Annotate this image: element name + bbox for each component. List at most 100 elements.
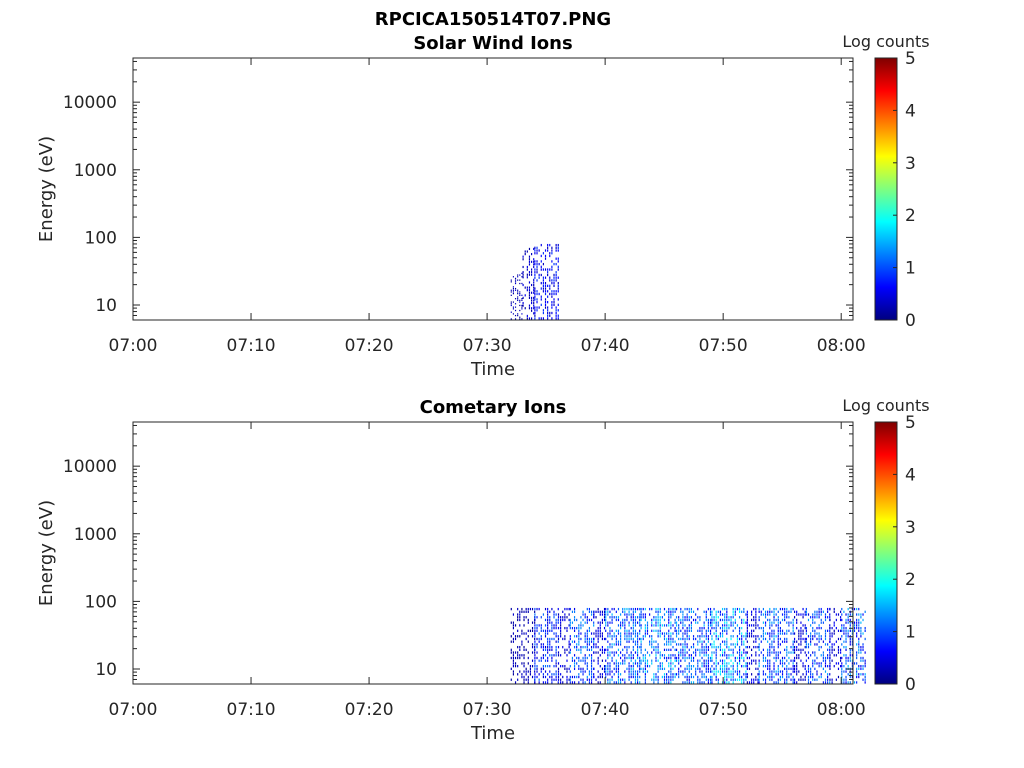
spectrogram-cell bbox=[726, 681, 728, 684]
spectrogram-cell bbox=[764, 637, 767, 641]
spectrogram-cell bbox=[860, 667, 862, 671]
spectrogram-cell bbox=[547, 618, 549, 622]
spectrogram-cell bbox=[538, 659, 540, 662]
spectrogram-cell bbox=[709, 618, 712, 622]
spectrogram-cell bbox=[726, 626, 728, 630]
spectrogram-cell bbox=[705, 670, 707, 673]
spectrogram-cell bbox=[544, 300, 547, 304]
spectrogram-cell bbox=[847, 621, 849, 624]
spectrogram-cell bbox=[536, 309, 538, 312]
spectrogram-cell bbox=[792, 659, 794, 662]
spectrogram-cell bbox=[807, 675, 810, 679]
spectrogram-cell bbox=[792, 618, 794, 622]
spectrogram-cell bbox=[555, 654, 557, 657]
spectrogram-cell bbox=[634, 629, 637, 632]
spectrogram-cell bbox=[607, 610, 609, 613]
spectrogram-cell bbox=[845, 659, 847, 662]
spectrogram-cell bbox=[536, 651, 538, 654]
spectrogram-cell bbox=[807, 670, 810, 673]
spectrogram-cell bbox=[547, 681, 549, 684]
spectrogram-cell bbox=[642, 667, 644, 671]
spectrogram-cell bbox=[767, 632, 769, 635]
spectrogram-cell bbox=[584, 635, 586, 638]
spectrogram-cell bbox=[642, 670, 644, 673]
spectrogram-cell bbox=[847, 613, 849, 616]
spectrogram-cell bbox=[856, 667, 858, 671]
spectrogram-cell bbox=[542, 311, 544, 315]
spectrogram-cell bbox=[732, 675, 734, 679]
spectrogram-cell bbox=[849, 648, 851, 652]
spectrogram-cell bbox=[845, 626, 847, 630]
spectrogram-cell bbox=[831, 651, 833, 654]
spectrogram-cell bbox=[786, 675, 788, 679]
spectrogram-cell bbox=[651, 645, 653, 649]
spectrogram-cell bbox=[534, 268, 536, 271]
spectrogram-cell bbox=[659, 621, 661, 624]
spectrogram-cell bbox=[843, 645, 845, 649]
spectrogram-cell bbox=[732, 681, 734, 684]
spectrogram-cell bbox=[644, 681, 646, 684]
spectrogram-cell bbox=[764, 659, 767, 662]
spectrogram-cell bbox=[751, 654, 753, 657]
spectrogram-cell bbox=[732, 662, 734, 665]
spectrogram-cell bbox=[680, 607, 682, 611]
spectrogram-cell bbox=[707, 618, 709, 622]
spectrogram-cell bbox=[549, 675, 551, 679]
spectrogram-cell bbox=[684, 643, 686, 646]
spectrogram-cell bbox=[525, 637, 527, 641]
spectrogram-cell bbox=[615, 662, 617, 665]
spectrogram-cell bbox=[719, 648, 722, 652]
spectrogram-cell bbox=[686, 618, 688, 622]
spectrogram-cell bbox=[649, 643, 651, 646]
spectrogram-cell bbox=[713, 621, 715, 624]
spectrogram-cell bbox=[726, 654, 728, 657]
spectrogram-cell bbox=[640, 618, 642, 622]
spectrogram-cell bbox=[540, 268, 542, 271]
spectrogram-cell bbox=[601, 659, 603, 662]
spectrogram-cell bbox=[566, 670, 568, 673]
spectrogram-cell bbox=[586, 616, 588, 619]
spectrogram-cell bbox=[717, 678, 719, 681]
spectrogram-cell bbox=[586, 621, 588, 624]
spectrogram-cell bbox=[851, 664, 853, 668]
spectrogram-cell bbox=[769, 621, 771, 624]
spectrogram-cell bbox=[800, 675, 802, 679]
x-tick-label: 07:30 bbox=[463, 336, 512, 356]
spectrogram-cell bbox=[653, 624, 655, 627]
spectrogram-cell bbox=[547, 284, 549, 288]
spectrogram-cell bbox=[786, 607, 788, 611]
spectrogram-cell bbox=[773, 632, 775, 635]
spectrogram-cell bbox=[786, 621, 788, 624]
colorbar-tick-label: 4 bbox=[905, 101, 916, 121]
x-tick-label: 07:10 bbox=[227, 700, 276, 720]
spectrogram-cell bbox=[701, 648, 703, 652]
spectrogram-cell bbox=[523, 616, 525, 619]
spectrogram-cell bbox=[726, 678, 728, 681]
spectrogram-cell bbox=[755, 667, 757, 671]
spectrogram-cell bbox=[540, 303, 542, 307]
spectrogram-cell bbox=[644, 654, 646, 657]
spectrogram-cell bbox=[549, 654, 551, 657]
spectrogram-cell bbox=[680, 618, 682, 622]
spectrogram-cell bbox=[653, 675, 655, 679]
colorbar-tick-label: 1 bbox=[905, 623, 916, 643]
spectrogram-cell bbox=[721, 607, 724, 611]
spectrogram-cell bbox=[510, 667, 512, 671]
spectrogram-cell bbox=[514, 303, 517, 305]
spectrogram-cell bbox=[688, 626, 690, 630]
spectrogram-cell bbox=[562, 645, 564, 649]
spectrogram-cell bbox=[620, 635, 622, 638]
spectrogram-cell bbox=[622, 607, 624, 611]
spectrogram-cell bbox=[538, 678, 540, 681]
spectrogram-cell bbox=[719, 613, 722, 616]
spectrogram-cell bbox=[533, 278, 535, 281]
spectrogram-cell bbox=[534, 651, 536, 654]
spectrogram-cell bbox=[557, 314, 559, 317]
spectrogram-cell bbox=[697, 675, 699, 679]
spectrogram-cell bbox=[542, 262, 544, 266]
spectrogram-cell bbox=[692, 659, 695, 662]
spectrogram-cell bbox=[519, 618, 521, 622]
spectrogram-cell bbox=[792, 678, 794, 681]
spectrogram-cell bbox=[534, 249, 536, 252]
spectrogram-cell bbox=[605, 624, 607, 627]
